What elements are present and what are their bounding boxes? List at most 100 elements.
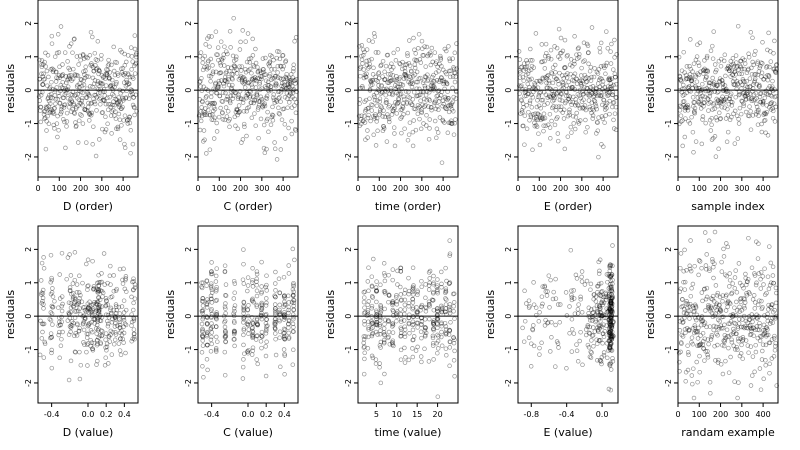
data-point [362, 350, 367, 356]
data-point [725, 129, 731, 135]
data-point [718, 116, 723, 122]
data-point [60, 95, 66, 101]
data-point [605, 86, 611, 92]
data-point [437, 115, 443, 120]
data-point [537, 310, 542, 315]
data-point [435, 277, 440, 282]
points [356, 31, 459, 165]
data-point [560, 110, 565, 115]
data-point [394, 84, 400, 89]
x-axis-title: sample index [691, 200, 765, 213]
data-point [450, 121, 455, 126]
data-point [276, 49, 282, 55]
data-point [412, 57, 417, 62]
data-point [685, 85, 691, 90]
data-point [363, 137, 368, 142]
data-point [365, 106, 371, 111]
data-point [687, 88, 692, 93]
data-point [115, 124, 121, 130]
data-point [447, 345, 453, 350]
y-tick-label: -1 [24, 120, 33, 128]
data-point [534, 104, 540, 110]
data-point [398, 292, 404, 297]
data-point [246, 104, 252, 110]
data-point [548, 94, 553, 100]
data-point [373, 50, 379, 55]
data-point [587, 93, 592, 99]
data-point [41, 71, 46, 77]
data-point [402, 69, 408, 74]
data-point [600, 79, 606, 84]
data-point [757, 82, 762, 88]
data-point [417, 86, 422, 92]
data-point [706, 80, 712, 85]
data-point [702, 358, 707, 363]
data-point [105, 121, 110, 127]
data-point [90, 34, 95, 40]
data-point [372, 34, 378, 39]
data-point [551, 289, 556, 295]
data-point [420, 80, 426, 85]
data-point [575, 92, 581, 97]
data-point [271, 76, 277, 81]
data-point [719, 98, 724, 104]
data-point [245, 92, 250, 97]
data-point [416, 31, 422, 37]
data-point [734, 86, 739, 92]
data-point [574, 110, 579, 116]
data-point [55, 134, 60, 140]
data-point [678, 265, 683, 271]
data-point [707, 379, 713, 385]
data-point [710, 107, 715, 112]
data-point [610, 243, 615, 248]
data-point [57, 94, 62, 99]
data-point [583, 117, 588, 123]
data-point [261, 122, 267, 128]
data-point [527, 84, 532, 90]
data-point [725, 244, 731, 250]
data-point [211, 108, 216, 114]
data-point [736, 338, 741, 344]
data-point [203, 106, 208, 111]
data-point [398, 357, 404, 362]
data-point [421, 121, 426, 126]
data-point [74, 72, 79, 78]
data-point [400, 66, 405, 72]
data-point [199, 105, 204, 110]
data-point [268, 52, 273, 58]
data-point [578, 95, 583, 101]
data-point [55, 97, 61, 102]
data-point [198, 84, 203, 89]
data-point [763, 130, 768, 136]
data-point [731, 111, 736, 116]
data-point [524, 64, 530, 70]
data-point [200, 343, 206, 348]
data-point [246, 327, 251, 332]
data-point [250, 53, 256, 58]
data-point [233, 90, 238, 96]
data-point [549, 88, 555, 93]
data-point [737, 304, 742, 310]
data-point [557, 70, 562, 76]
data-point [547, 305, 552, 310]
data-point [70, 106, 75, 112]
data-point [58, 107, 64, 112]
data-point [272, 100, 278, 105]
data-point [554, 104, 559, 109]
x-tick-label: 20 [432, 410, 442, 419]
data-point [753, 90, 759, 96]
data-point [729, 114, 734, 120]
data-point [359, 53, 364, 59]
data-point [255, 64, 260, 70]
data-point [714, 117, 720, 123]
data-point [425, 72, 430, 77]
data-point [120, 88, 125, 94]
data-point [123, 95, 129, 100]
data-point [125, 117, 130, 122]
data-point [686, 76, 692, 82]
data-point [410, 354, 416, 360]
data-point [237, 88, 243, 94]
data-point [76, 88, 82, 93]
data-point [377, 99, 382, 104]
data-point [547, 86, 552, 91]
